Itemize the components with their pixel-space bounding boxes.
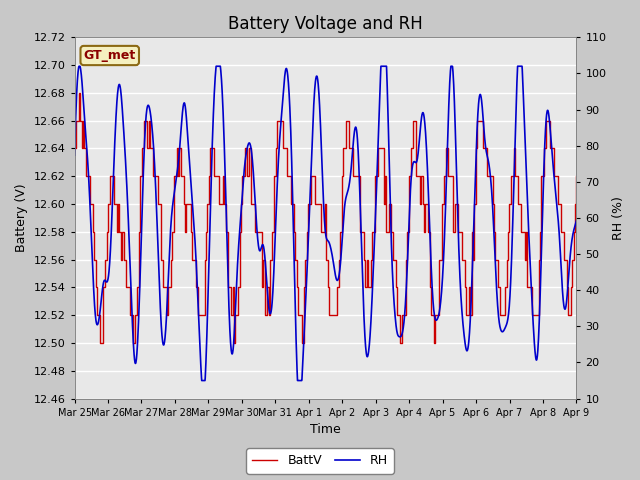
RH (340, 210, 348, 216)
Y-axis label: RH (%): RH (%) (612, 196, 625, 240)
RH (472, 173, 479, 179)
Legend: BattV, RH: BattV, RH (246, 448, 394, 474)
Text: GT_met: GT_met (84, 49, 136, 62)
BattV (240, 173, 248, 179)
RH (529, 308, 536, 314)
Y-axis label: Battery (V): Battery (V) (15, 184, 28, 252)
RH (75, 63, 83, 69)
RH (198, 378, 205, 384)
Title: Battery Voltage and RH: Battery Voltage and RH (228, 15, 423, 33)
Line: BattV: BattV (75, 93, 577, 343)
Line: RH: RH (75, 66, 577, 381)
BattV (293, 285, 301, 290)
BattV (71, 145, 79, 151)
BattV (248, 201, 256, 207)
BattV (75, 90, 83, 96)
RH (351, 126, 359, 132)
BattV (573, 173, 580, 179)
BattV (96, 340, 104, 346)
RH (71, 152, 79, 158)
BattV (547, 145, 555, 151)
RH (573, 217, 580, 223)
RH (543, 113, 550, 119)
X-axis label: Time: Time (310, 423, 341, 436)
BattV (135, 229, 143, 235)
RH (211, 78, 219, 84)
BattV (223, 229, 231, 235)
